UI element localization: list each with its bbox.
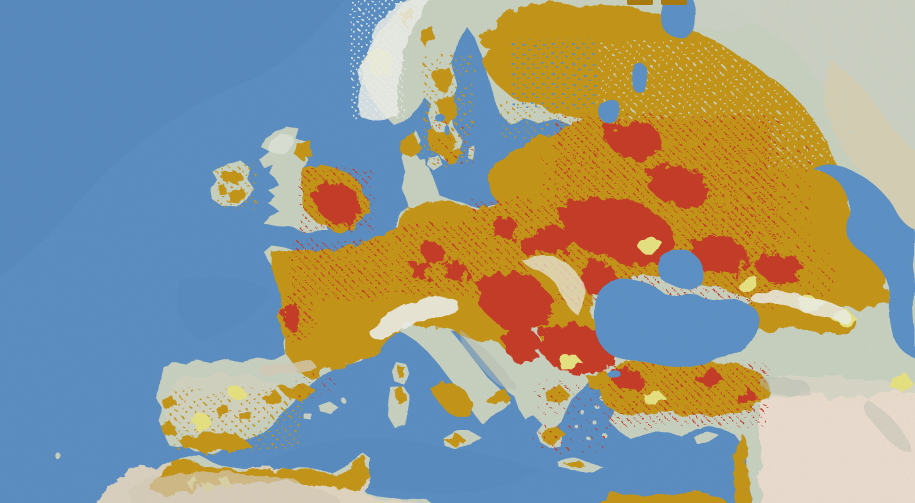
cropped-control-segment-right[interactable] — [661, 0, 687, 5]
cropped-control-segment-left[interactable] — [627, 0, 653, 5]
cropped-map-control[interactable] — [627, 0, 687, 5]
